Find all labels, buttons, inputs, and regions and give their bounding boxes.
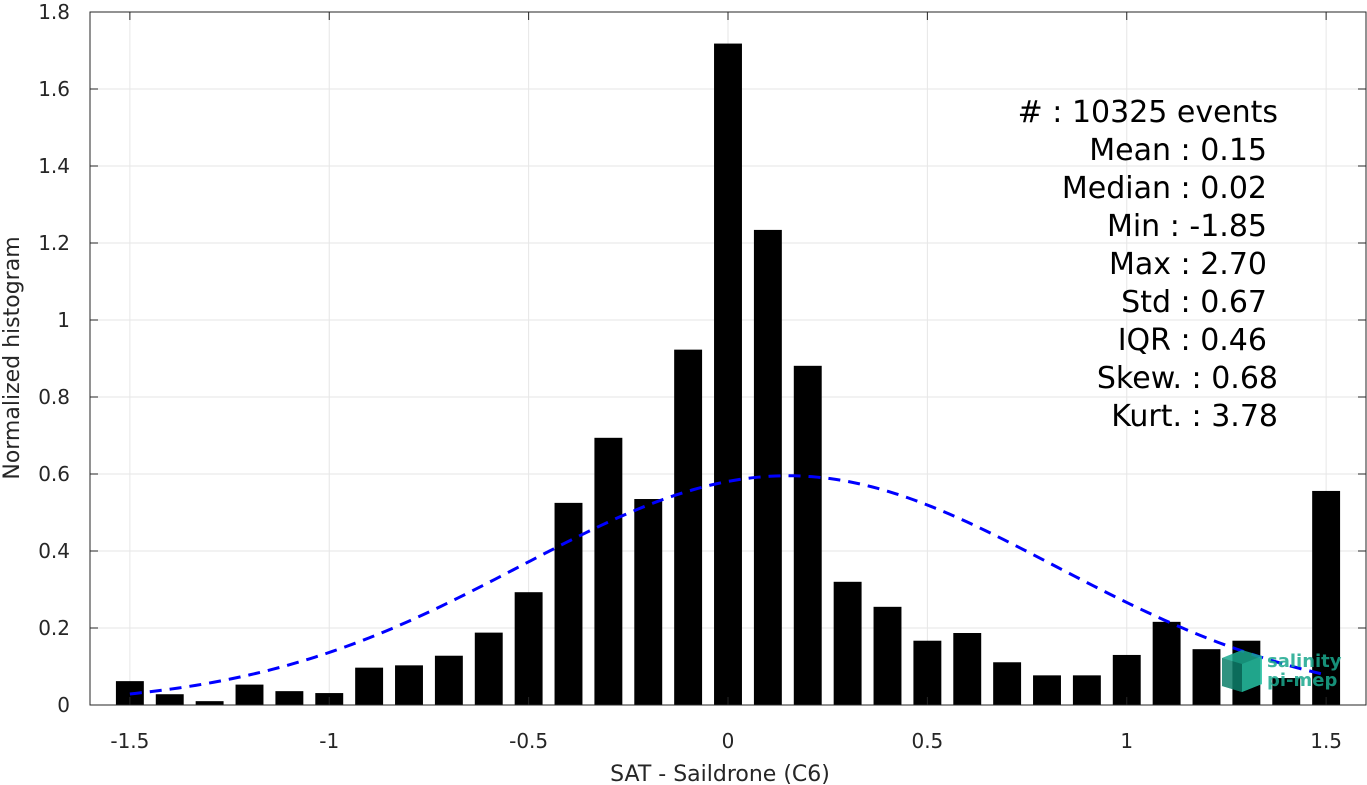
axis-ticks: [90, 11, 1366, 706]
histogram-bar: [1072, 675, 1101, 705]
x-tick-labels: -1.5 -1 -0.5 0 0.5 1 1.5: [110, 729, 1342, 753]
histogram-bar: [1272, 678, 1301, 705]
histogram-bar: [1033, 675, 1061, 705]
stat-events: # : 10325 events: [1018, 95, 1278, 130]
histogram-bar: [1312, 490, 1341, 705]
x-axis-label: SAT - Saildrone (C6): [610, 762, 830, 785]
y-tick-label: 1.6: [38, 77, 70, 101]
y-tick-label: 1.8: [38, 0, 70, 24]
stat-skewness: Skew. : 0.68: [1097, 361, 1278, 396]
histogram-bar: [674, 349, 703, 705]
histogram-bar: [395, 665, 423, 705]
y-tick-label: 0.4: [38, 539, 70, 563]
histogram-bar: [514, 592, 543, 705]
histogram-bar: [873, 606, 902, 705]
x-tick-label: -1: [319, 729, 339, 753]
y-tick-labels: 0 0.2 0.4 0.6 0.8 1 1.2 1.4 1.6 1.8: [38, 0, 70, 717]
logo-text-pi-mep: pi-mep: [1267, 670, 1337, 691]
x-tick-label: -1.5: [110, 729, 149, 753]
histogram-bar: [355, 667, 384, 705]
stat-min: Min : -1.85: [1107, 209, 1267, 244]
y-tick-label: 0.8: [38, 385, 70, 409]
y-tick-label: 0.2: [38, 616, 70, 640]
histogram-bar: [913, 640, 942, 705]
y-axis-label: Normalized histogram: [0, 236, 25, 479]
histogram-bar: [275, 691, 304, 705]
histogram-bar: [753, 229, 782, 705]
stat-std: Std : 0.67: [1121, 285, 1267, 320]
histogram-bar: [235, 684, 264, 705]
histogram-bar: [195, 701, 224, 705]
x-tick-label: 0: [722, 729, 735, 753]
stat-max: Max : 2.70: [1109, 247, 1267, 282]
histogram-bar: [1152, 621, 1181, 705]
stat-mean: Mean : 0.15: [1089, 133, 1267, 168]
x-tick-label: 1: [1120, 729, 1133, 753]
y-tick-label: 0: [57, 693, 70, 717]
histogram-bar: [155, 694, 184, 705]
y-tick-label: 1: [57, 308, 70, 332]
histogram-bar: [953, 633, 982, 705]
logo-text-salinity: salinity: [1267, 651, 1342, 672]
stat-kurtosis: Kurt. : 3.78: [1111, 399, 1278, 434]
x-tick-label: -0.5: [509, 729, 548, 753]
x-tick-label: 1.5: [1310, 729, 1342, 753]
y-tick-label: 0.6: [38, 462, 70, 486]
histogram-bar: [434, 655, 463, 705]
y-tick-label: 1.4: [38, 154, 70, 178]
histogram-bar: [833, 581, 862, 705]
stat-iqr: IQR : 0.46: [1118, 323, 1267, 358]
histogram-bar: [1112, 654, 1141, 705]
histogram-bar: [554, 502, 583, 705]
gaussian-fit-curve: [129, 474, 1327, 696]
histogram-bar: [1192, 649, 1221, 705]
stat-median: Median : 0.02: [1062, 171, 1267, 206]
y-tick-label: 1.2: [38, 231, 70, 255]
histogram-bar: [993, 662, 1022, 705]
histogram-bar: [793, 365, 822, 705]
histogram-bar: [474, 632, 503, 705]
histogram-bar: [594, 437, 623, 705]
histogram-bars: [115, 43, 1341, 705]
statistics-annotation: # : 10325 events Mean : 0.15 Median : 0.…: [1018, 95, 1278, 434]
histogram-bar: [714, 43, 742, 705]
histogram-bar: [634, 499, 663, 705]
salinity-pi-mep-logo: salinity pi-mep: [1222, 650, 1342, 692]
x-tick-label: 0.5: [911, 729, 943, 753]
